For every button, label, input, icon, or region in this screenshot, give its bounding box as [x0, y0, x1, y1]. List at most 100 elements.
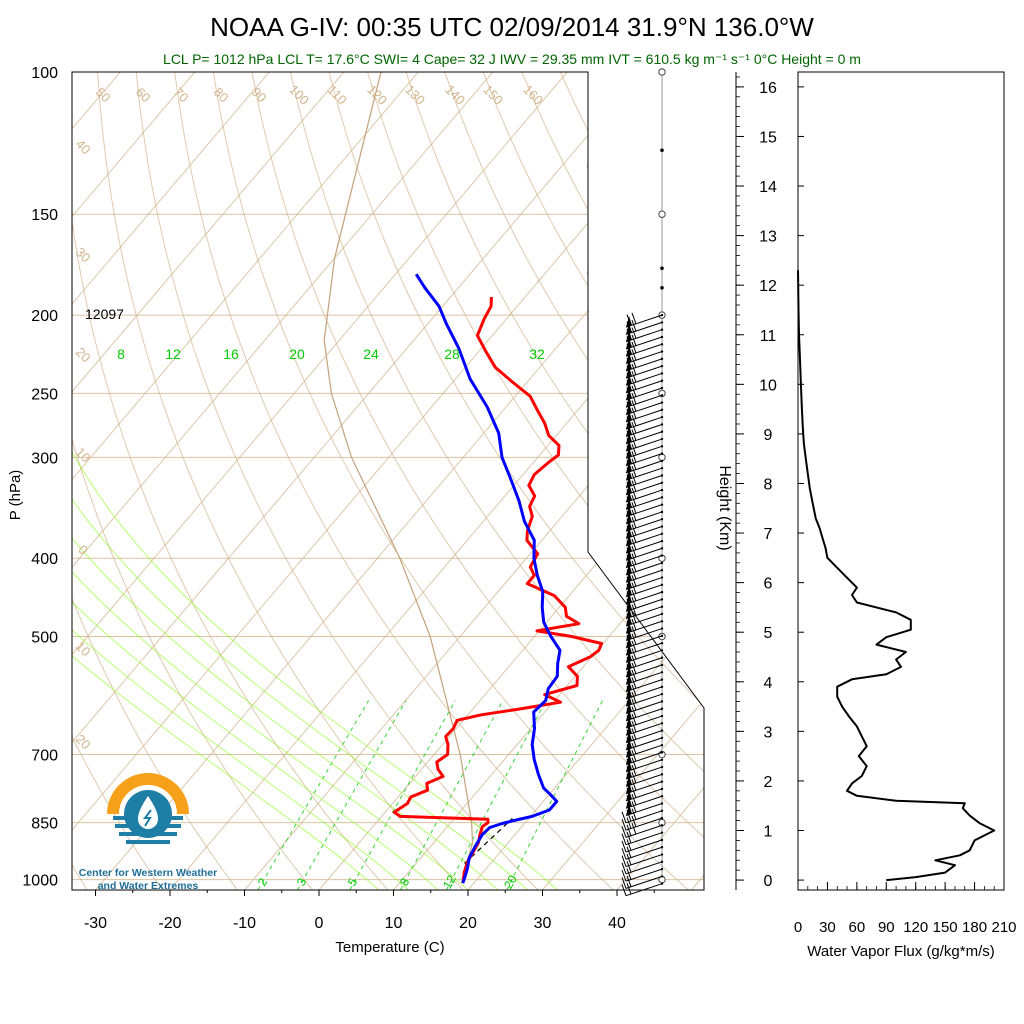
- temperature-axis-label: Temperature (C): [335, 939, 444, 956]
- dry-adiabat-line: [72, 438, 314, 890]
- wind-barb-feather: [626, 489, 632, 501]
- barb-level-circle: [658, 210, 666, 218]
- height-tick-label: 11: [760, 328, 777, 345]
- wind-barb-feather: [626, 831, 632, 844]
- wind-barb-feather: [626, 598, 632, 610]
- temperature-trace: [392, 297, 604, 884]
- wind-barb-feather: [621, 840, 627, 853]
- skewt-background-grid: [72, 72, 704, 890]
- moist-adiabat-line: [72, 601, 439, 890]
- wind-barb-feather: [626, 365, 632, 377]
- wind-barb-feather: [626, 401, 632, 414]
- wind-barb-feather: [626, 562, 632, 574]
- water-vapor-flux-trace: [797, 270, 996, 882]
- wind-barb-feather: [631, 312, 637, 325]
- flux-tick-label: 210: [991, 919, 1016, 936]
- wind-barb: [625, 839, 663, 853]
- wind-barb-feather: [631, 407, 637, 419]
- wind-barb-feather: [626, 678, 632, 691]
- pressure-tick-label: 400: [31, 551, 58, 568]
- wind-barb-feather: [631, 341, 637, 354]
- moist-adiabat-line: [72, 629, 409, 890]
- chart-subtitle: LCL P= 1012 hPa LCL T= 17.6°C SWI= 4 Cap…: [163, 51, 861, 67]
- height-tick-label: 7: [764, 526, 773, 543]
- flux-tick-label: 120: [903, 919, 928, 936]
- dry-adiabat-line: [405, 72, 704, 578]
- isotherm-line: [72, 72, 568, 656]
- wind-barb-feather: [626, 817, 632, 829]
- isotherm-line: [169, 260, 704, 890]
- barb-level-circle: [658, 453, 666, 462]
- flux-panel-border: [797, 71, 1005, 891]
- wind-barb-feather: [626, 656, 632, 669]
- height-tick-label: 10: [759, 377, 777, 394]
- wind-barb-feather: [631, 771, 637, 784]
- wind-barb-feather: [626, 576, 632, 589]
- temperature-tick-label: 30: [534, 915, 552, 932]
- cw3e-logo: [107, 773, 189, 844]
- barb-dot: [660, 285, 664, 290]
- wind-barb-feather: [626, 751, 632, 764]
- temperature-tick-label: 40: [608, 915, 626, 932]
- wind-barb-feather: [626, 642, 632, 654]
- pressure-tick-label: 700: [31, 748, 58, 765]
- wind-barb-feather: [631, 487, 637, 500]
- wind-barb-feather: [626, 635, 632, 647]
- height-tick-label: 13: [759, 229, 777, 246]
- wind-barb-feather: [626, 729, 632, 742]
- wind-barb-feather: [626, 613, 632, 625]
- pressure-tick-label: 500: [31, 630, 58, 647]
- wind-barb-feather: [626, 824, 632, 836]
- wind-barb-feather: [626, 533, 632, 545]
- mixing-ratio-label: 12: [440, 872, 459, 891]
- wind-barb-feather: [631, 334, 637, 346]
- wind-barb-feather: [631, 750, 637, 762]
- wind-barb-feather: [631, 582, 637, 594]
- dry-adiabat-line: [289, 72, 704, 773]
- wind-barb-feather: [626, 686, 632, 698]
- wind-barb-feather: [626, 744, 632, 756]
- wind-barb-feather: [626, 591, 632, 603]
- skewt-plot-border: [71, 71, 705, 891]
- wind-barb-feather: [626, 715, 632, 727]
- wind-barb-feather: [626, 882, 632, 895]
- wind-barb-feather: [626, 496, 632, 508]
- mixing-ratio-line: [400, 700, 504, 890]
- pressure-tick-label: 1000: [22, 873, 58, 890]
- wind-barb-feather: [626, 430, 632, 443]
- wind-barb-feather: [626, 627, 632, 640]
- wind-barb-feather: [626, 540, 632, 552]
- height-tick-label: 4: [764, 675, 773, 692]
- wind-barb-feather: [626, 868, 632, 880]
- moist-adiabat-line: [72, 537, 499, 890]
- isotherm-line: [72, 72, 643, 744]
- wind-barb-feather: [621, 884, 627, 896]
- wind-barb-feather: [631, 538, 637, 551]
- pressure-tick-label: 200: [31, 308, 58, 325]
- wind-barb-feather: [631, 713, 637, 726]
- wind-barb-feather: [631, 589, 637, 602]
- dry-adiabat-line: [328, 72, 704, 708]
- wind-barb-feather: [631, 494, 637, 507]
- wind-barb-feather: [626, 839, 632, 851]
- wind-barb-feather: [626, 358, 632, 370]
- temperature-tick-label: -20: [158, 915, 181, 932]
- logo-text-line2: and Water Extremes: [98, 880, 199, 892]
- wind-barb-feather: [631, 422, 637, 434]
- height-tick-label: 6: [764, 576, 773, 593]
- wind-barb-feather: [631, 626, 637, 638]
- isotherm-line: [393, 523, 704, 890]
- wind-barb-feather: [631, 662, 637, 674]
- wind-barb-feather: [631, 363, 637, 376]
- wind-barb-feather: [631, 786, 637, 798]
- pressure-tick-label: 100: [31, 65, 58, 82]
- wind-barb-feather: [626, 416, 632, 428]
- mixing-ratio-line: [349, 700, 456, 890]
- height-tick-label: 0: [764, 873, 773, 890]
- wind-barb-feather: [626, 372, 632, 385]
- wind-barb-feather: [631, 742, 637, 755]
- moist-adiabat-line: [72, 450, 558, 890]
- wind-barb-feather: [626, 511, 632, 523]
- isotherm-line: [72, 72, 196, 218]
